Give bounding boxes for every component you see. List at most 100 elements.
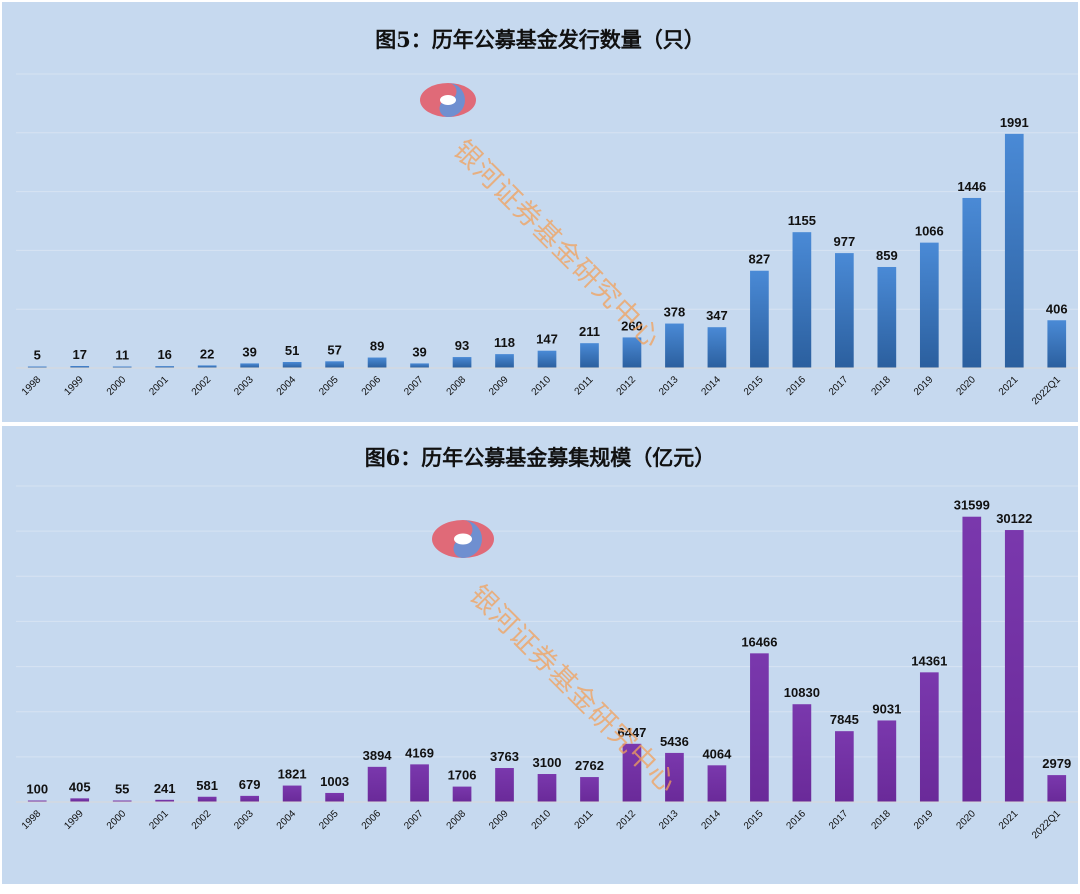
x-tick-label: 2008 [445,808,469,832]
x-tick-label: 2018 [869,808,893,832]
bar-2014 [707,327,727,368]
data-label-2004: 51 [285,343,299,358]
bar-2006 [367,766,387,802]
bar-2021 [1004,530,1024,802]
bar-2004 [282,785,302,802]
data-label-2009: 3763 [490,749,519,764]
bar-2001 [155,366,175,368]
chart-panel-fundraising-size: 图6：历年公募基金募集规模（亿元） 100 1998 405 1999 55 2000 24… [2,426,1078,884]
x-tick-label: 2004 [275,808,299,832]
data-label-2022Q1: 2979 [1042,756,1071,771]
x-tick-label: 2000 [105,808,129,832]
x-tick-label: 2015 [742,374,766,398]
data-label-2018: 859 [876,248,898,263]
bar-2001 [155,799,175,802]
data-label-2002: 581 [196,778,218,793]
bar-2012 [622,743,642,802]
x-tick-label: 2000 [105,374,129,398]
data-label-2007: 39 [412,344,426,359]
x-tick-label: 2011 [573,374,596,397]
bar-2010 [537,350,557,368]
data-label-2012: 6447 [617,725,646,740]
x-tick-label: 2013 [657,374,681,398]
bar-1999 [70,366,90,368]
data-label-2002: 22 [200,346,214,361]
data-label-2013: 378 [664,305,686,320]
bar-2022Q1 [1047,320,1067,368]
data-label-2010: 147 [536,332,558,347]
x-tick-label: 2019 [912,808,936,832]
data-label-1998: 5 [34,348,41,363]
bar-2007 [410,764,429,802]
data-label-2006: 89 [370,339,384,354]
x-tick-label: 2022Q1 [1030,374,1063,407]
bar-1998 [27,366,47,368]
chart-panel-issuance-count: 图5：历年公募基金发行数量（只） 5 1998 17 1999 11 2000 16 2001… [2,2,1078,422]
x-tick-label: 2014 [700,808,724,832]
data-label-2022Q1: 406 [1046,301,1068,316]
data-label-2020: 31599 [954,498,990,513]
data-label-2000: 55 [115,782,129,797]
galaxy-securities-logo-icon [432,520,494,558]
data-label-2008: 1706 [448,768,477,783]
x-tick-label: 2006 [360,374,384,398]
bar-2013 [665,752,684,802]
data-label-2015: 16466 [741,634,777,649]
data-label-2016: 10830 [784,685,820,700]
bar-2006 [367,357,387,368]
x-tick-label: 2006 [360,808,384,832]
bar-2000 [112,800,132,802]
bar-2005 [325,361,344,368]
x-tick-label: 2021 [997,374,1021,398]
bar-2013 [665,323,684,368]
bar-2002 [197,365,217,368]
bar-2015 [750,653,769,802]
x-tick-label: 2018 [869,374,893,398]
chart-title: 图5：历年公募基金发行数量（只） [375,27,705,52]
bar-chart-fundraising-size: 100 1998 405 1999 55 2000 241 2001 581 2002 679 200… [16,485,1078,841]
x-tick-label: 2002 [190,374,214,398]
bar-2019 [919,242,939,368]
bar-2004 [282,362,302,368]
data-label-2021: 30122 [996,511,1032,526]
data-label-2019: 14361 [911,653,947,668]
data-label-1999: 17 [72,347,86,362]
bar-2018 [877,266,897,368]
x-tick-label: 2007 [402,374,426,398]
x-tick-label: 2007 [402,808,426,832]
x-tick-label: 2009 [487,808,511,832]
bar-2000 [112,366,132,368]
bar-2002 [197,796,217,802]
x-tick-label: 2017 [827,808,851,832]
data-label-2003: 39 [242,344,256,359]
x-tick-label: 2004 [275,374,299,398]
x-tick-label: 2017 [827,374,851,398]
bar-2003 [240,795,259,802]
data-label-2003: 679 [239,777,261,792]
bar-2005 [325,792,344,802]
bar-2017 [835,253,854,368]
x-tick-label: 2021 [997,808,1021,832]
chart-title: 图6：历年公募基金募集规模（亿元） [364,445,716,470]
watermark: 银河证券基金研究中心 [430,517,683,800]
data-label-2006: 3894 [363,748,393,763]
data-label-2010: 3100 [533,755,562,770]
bar-2016 [792,704,812,802]
bar-2003 [240,363,259,368]
bar-1999 [70,798,90,802]
data-label-2013: 5436 [660,734,689,749]
x-tick-label: 2016 [784,374,808,398]
data-label-2001: 16 [157,347,171,362]
bar-2009 [495,768,514,802]
data-label-2008: 93 [455,338,469,353]
bar-2011 [580,777,599,802]
x-tick-label: 2001 [147,808,171,832]
bar-2012 [622,337,642,368]
bar-2017 [835,731,854,802]
data-label-2014: 4064 [702,746,732,761]
data-label-2019: 1066 [915,224,944,239]
data-label-2015: 827 [749,252,771,267]
x-tick-label: 2010 [530,808,554,832]
data-label-2014: 347 [706,308,728,323]
data-label-2007: 4169 [405,745,434,760]
